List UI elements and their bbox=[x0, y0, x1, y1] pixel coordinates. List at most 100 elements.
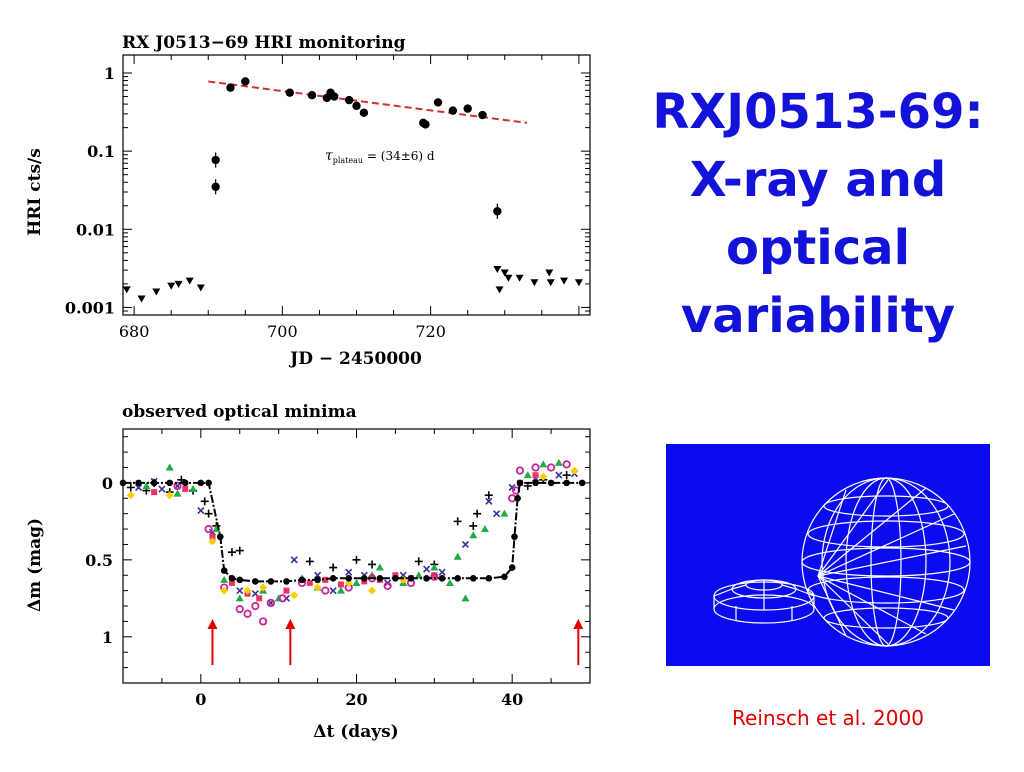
chart2-point-cross bbox=[438, 568, 446, 576]
chart2-model-node bbox=[329, 575, 337, 582]
chart2-point-cross bbox=[508, 483, 516, 492]
chart1-upper-limit-point bbox=[152, 288, 161, 296]
chart2-point-ring bbox=[562, 460, 571, 469]
chart2-point-triangle bbox=[554, 458, 563, 466]
chart2-point-cross bbox=[422, 565, 431, 573]
chart2-point-ring bbox=[266, 598, 275, 608]
chart2-point-plus bbox=[204, 509, 213, 518]
chart2-model-node bbox=[135, 479, 142, 487]
chart2-point-cross bbox=[329, 587, 337, 595]
chart2-minimum-arrowhead bbox=[207, 619, 218, 629]
chart2-point-cross bbox=[493, 510, 501, 518]
chart1-upper-limit-point bbox=[530, 279, 539, 287]
chart2-x-tick-label: 20 bbox=[345, 690, 367, 709]
chart2-point-cross bbox=[461, 540, 470, 549]
chart2-point-plus bbox=[200, 497, 209, 506]
chart1-upper-limit-point bbox=[546, 279, 555, 287]
chart2-point-square bbox=[209, 533, 216, 540]
chart2-point-square bbox=[337, 581, 344, 588]
chart1-upper-limit-point bbox=[500, 269, 509, 277]
chart2-model-node bbox=[485, 575, 493, 582]
chart2-point-square bbox=[322, 576, 329, 583]
chart2-model-node bbox=[508, 564, 516, 571]
chart2-point-ring bbox=[173, 481, 182, 491]
chart2-plot-area bbox=[119, 428, 591, 684]
chart2-point-plus bbox=[126, 483, 135, 492]
chart2-point-ring bbox=[515, 466, 525, 475]
chart2-point-triangle bbox=[500, 509, 509, 517]
chart1-x-tick-label: 720 bbox=[415, 322, 446, 341]
chart2-model-node bbox=[360, 575, 368, 582]
chart1-detection-point bbox=[330, 92, 339, 101]
chart2-point-triangle bbox=[173, 489, 182, 497]
chart1-upper-limit-point bbox=[137, 295, 146, 303]
chart2-point-ring bbox=[383, 581, 392, 591]
chart2-point-ring bbox=[278, 594, 287, 603]
chart2-point-cross bbox=[485, 497, 493, 505]
chart1-y-tick-label: 0.1 bbox=[87, 142, 115, 161]
chart2-model-node bbox=[516, 479, 524, 487]
chart1-upper-limit-point bbox=[504, 274, 513, 282]
chart2-point-square bbox=[182, 486, 189, 493]
chart2-point-ring bbox=[235, 605, 244, 614]
chart2-point-square bbox=[532, 472, 539, 479]
chart2-minimum-arrowhead bbox=[573, 619, 584, 629]
chart2-point-plus bbox=[469, 521, 478, 530]
chart1-upper-limit-point bbox=[174, 280, 183, 288]
chart2-point-square bbox=[151, 489, 158, 496]
xray-light-curve-svg: RX J0513−69 HRI monitoring JD − 2450000 … bbox=[25, 33, 591, 369]
chart2-xlabel: Δt (days) bbox=[313, 722, 398, 742]
chart2-point-plus bbox=[562, 471, 571, 480]
chart1-plot-area bbox=[122, 54, 591, 316]
chart2-title: observed optical minima bbox=[122, 402, 357, 422]
chart2-model-node bbox=[181, 479, 189, 487]
chart2-model-node bbox=[563, 479, 570, 487]
chart1-detection-point bbox=[307, 90, 317, 100]
chart1-title: RX J0513−69 HRI monitoring bbox=[122, 33, 406, 53]
chart2-model-node bbox=[345, 575, 353, 582]
chart2-point-triangle bbox=[414, 571, 423, 579]
chart2-point-diamond bbox=[290, 591, 299, 600]
tau-value: = (34±6) d bbox=[363, 149, 435, 163]
chart1-upper-limit-point bbox=[545, 269, 554, 277]
chart2-point-diamond bbox=[259, 583, 268, 592]
chart2-point-triangle bbox=[352, 578, 361, 586]
chart1-upper-limit-point bbox=[574, 279, 583, 287]
chart2-model-node bbox=[197, 479, 205, 487]
chart2-point-plus bbox=[329, 563, 338, 572]
chart2-point-diamond bbox=[208, 537, 217, 546]
optical-minima-chart: observed optical minima Δt (days) Δm (ma… bbox=[0, 395, 610, 768]
chart2-model-node bbox=[236, 576, 244, 584]
chart2-point-square bbox=[256, 595, 263, 602]
chart2-ylabel: Δm (mag) bbox=[25, 518, 45, 612]
chart1-detection-point bbox=[433, 98, 443, 107]
chart2-model-node bbox=[298, 576, 306, 584]
chart2-point-plus bbox=[235, 546, 244, 555]
chart1-upper-limit-point bbox=[560, 277, 569, 285]
chart1-detection-point bbox=[241, 77, 250, 86]
chart2-point-plus bbox=[227, 548, 236, 557]
chart2-model-node bbox=[423, 575, 430, 582]
chart1-plateau-fit-line bbox=[208, 80, 528, 124]
chart2-model-node bbox=[438, 575, 446, 582]
chart2-point-plus bbox=[414, 557, 423, 566]
chart2-point-ring bbox=[251, 601, 260, 611]
chart2-point-ring bbox=[531, 463, 540, 472]
chart2-model-node bbox=[150, 479, 158, 487]
chart1-upper-limit-point bbox=[515, 274, 524, 282]
chart2-point-diamond bbox=[165, 491, 174, 500]
chart2-model-node bbox=[511, 533, 518, 541]
chart2-point-plus bbox=[305, 557, 314, 566]
chart2-model-node bbox=[205, 479, 212, 487]
chart1-x-tick-label: 680 bbox=[119, 322, 150, 341]
chart2-y-tick-label: 0 bbox=[102, 474, 113, 493]
chart2-point-triangle bbox=[375, 563, 384, 571]
chart2-point-square bbox=[283, 587, 290, 594]
title-line-4: variability bbox=[680, 288, 956, 344]
chart2-point-triangle bbox=[430, 563, 439, 571]
chart2-point-cross bbox=[158, 485, 166, 493]
chart2-model-node bbox=[469, 575, 477, 582]
chart2-point-diamond bbox=[220, 586, 229, 595]
chart2-model-node bbox=[514, 494, 521, 502]
chart2-point-plus bbox=[453, 517, 462, 526]
